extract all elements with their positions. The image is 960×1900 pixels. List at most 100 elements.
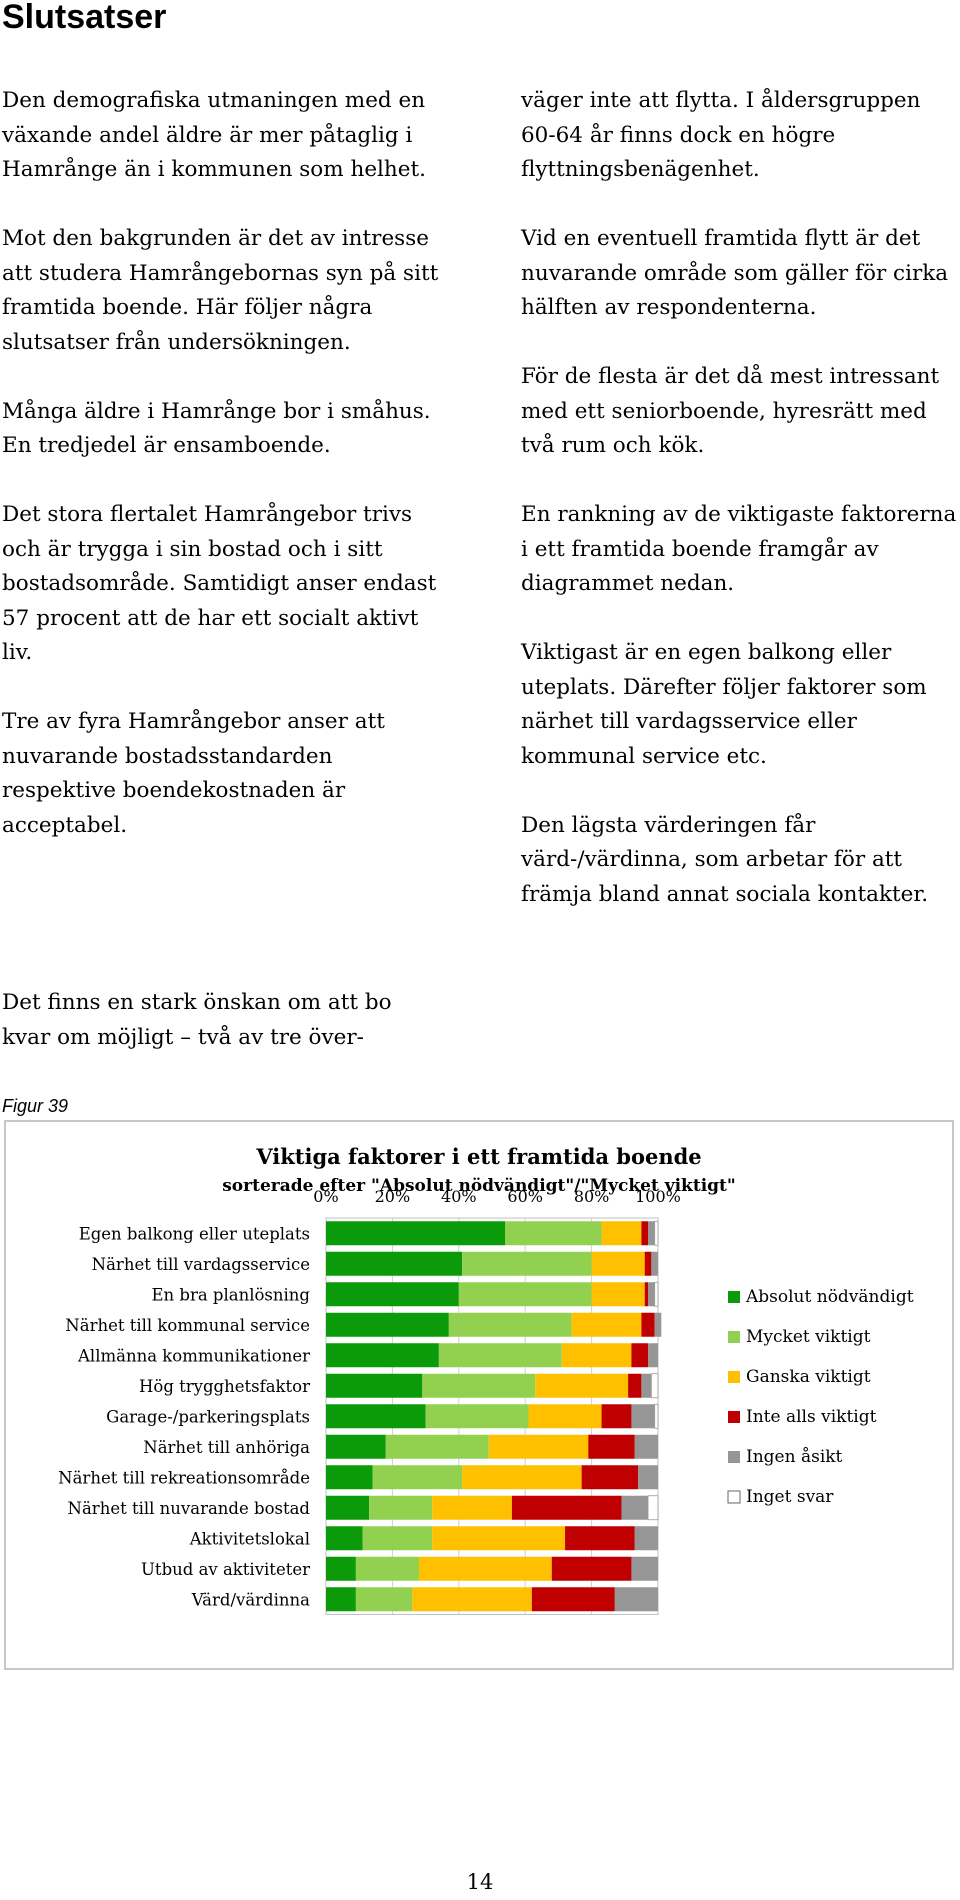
bar-segment (458, 1282, 592, 1307)
bar-segment (588, 1434, 635, 1459)
legend-swatch (728, 1291, 740, 1303)
bar-segment (650, 1373, 659, 1399)
paragraph: Det stora flertalet Hamrångebor trivs oc… (2, 502, 437, 665)
legend-label: Ganska viktigt (746, 1367, 871, 1387)
bar-segment (425, 1404, 529, 1429)
legend-swatch (727, 1490, 741, 1504)
bar-segment (634, 1434, 658, 1459)
bar-segment (438, 1343, 562, 1368)
chart-frame: Viktiga faktorer i ett framtida boende s… (4, 1120, 954, 1670)
bar-segment (326, 1526, 363, 1551)
bars (326, 1220, 662, 1612)
x-axis-ticks: 0% 20% 40% 60% 80% 100% (313, 1187, 681, 1206)
category-label: Värd/värdinna (191, 1590, 310, 1609)
bar-segment (326, 1465, 373, 1490)
paragraph: Den lägsta värderingen får värd-/värdinn… (521, 812, 929, 907)
category-label: Närhet till anhöriga (143, 1438, 310, 1457)
x-tick-label: 40% (441, 1187, 477, 1206)
bar-segment (326, 1282, 459, 1307)
bar-segment (326, 1343, 439, 1368)
bar-segment (641, 1221, 649, 1246)
bar-segment (631, 1343, 649, 1368)
right-column: väger inte att flytta. I åldersgruppen 6… (521, 84, 960, 947)
bar-segment (631, 1404, 655, 1429)
bar-segment (355, 1587, 413, 1612)
bar-segment (565, 1526, 635, 1551)
bar-segment (355, 1556, 419, 1581)
bar-segment (634, 1526, 658, 1551)
bar-segment (651, 1251, 658, 1276)
bar-segment (432, 1495, 512, 1520)
bar-segment (326, 1587, 356, 1612)
bar-segment (462, 1465, 582, 1490)
bar-segment (448, 1312, 572, 1337)
bar-segment (385, 1434, 489, 1459)
bar-segment (432, 1526, 566, 1551)
page-title: Slutsatser (2, 0, 167, 36)
x-tick-label: 80% (574, 1187, 610, 1206)
category-label: Närhet till vardagsservice (92, 1255, 310, 1274)
bar-segment (638, 1465, 658, 1490)
bar-segment (528, 1404, 602, 1429)
bar-segment (654, 1281, 659, 1307)
bar-segment (628, 1373, 642, 1398)
bar-segment (326, 1404, 426, 1429)
category-label: Egen balkong eller uteplats (79, 1224, 310, 1243)
bar-segment (644, 1251, 652, 1276)
legend-label: Inget svar (746, 1487, 834, 1507)
category-label: Närhet till nuvarande bostad (68, 1499, 311, 1518)
x-tick-label: 60% (507, 1187, 543, 1206)
category-label: Hög trygghetsfaktor (139, 1377, 310, 1396)
chart-title: Viktiga faktorer i ett framtida boende (255, 1144, 701, 1169)
bar-segment (648, 1221, 655, 1246)
bar-segment (644, 1282, 649, 1307)
bar-segment (601, 1404, 632, 1429)
bar-segment (326, 1221, 506, 1246)
bar-segment (641, 1312, 655, 1337)
bar-segment (412, 1587, 532, 1612)
bar-segment (422, 1373, 536, 1398)
x-tick-label: 0% (313, 1187, 338, 1206)
bar-segment (488, 1434, 589, 1459)
bar-segment (591, 1251, 645, 1276)
bar-segment (326, 1556, 356, 1581)
paragraph-bottom: Det finns en stark önskan om att bo kvar… (2, 990, 392, 1050)
bar-segment (531, 1587, 615, 1612)
bar-segment (326, 1251, 463, 1276)
bar-segment (654, 1312, 662, 1337)
legend-label: Mycket viktigt (746, 1327, 871, 1347)
paragraph: Vid en eventuell framtida flytt är det n… (521, 226, 949, 320)
legend-swatch (728, 1371, 740, 1383)
bar-segment (326, 1312, 449, 1337)
bar-segment (505, 1221, 602, 1246)
bar-segment (561, 1343, 632, 1368)
stacked-bar-chart: Viktiga faktorer i ett framtida boende s… (58, 1144, 914, 1615)
bar-segment (641, 1373, 652, 1398)
category-label: Närhet till kommunal service (65, 1316, 310, 1335)
x-tick-label: 100% (635, 1187, 681, 1206)
bar-segment (614, 1587, 658, 1612)
paragraph: För de flesta är det då mest intressant … (521, 364, 940, 458)
bar-segment (462, 1251, 592, 1276)
legend-swatch (728, 1331, 740, 1343)
paragraph: Många äldre i Hamrånge bor i småhus. En … (2, 398, 431, 459)
category-label: Allmänna kommunikationer (77, 1346, 310, 1365)
page-number: 14 (466, 1870, 494, 1894)
bar-segment (511, 1495, 622, 1520)
bar-segment (601, 1221, 642, 1246)
category-labels: Egen balkong eller uteplats Närhet till v… (58, 1224, 310, 1609)
paragraph: Tre av fyra Hamrångebor anser att nuvara… (2, 709, 385, 838)
bar-segment (581, 1465, 639, 1490)
legend-swatch (728, 1451, 740, 1463)
bar-segment (654, 1220, 659, 1246)
paragraph: väger inte att flytta. I åldersgruppen 6… (521, 88, 921, 182)
chart-subtitle: sorterade efter "Absolut nödvändigt"/"My… (222, 1176, 736, 1196)
paragraph: En rankning av de viktigaste faktorerna … (521, 502, 957, 596)
figure-label: Figur 39 (2, 1096, 69, 1116)
bar-segment (369, 1495, 433, 1520)
bar-segment (418, 1556, 552, 1581)
category-label: Utbud av aktiviteter (141, 1560, 310, 1579)
bar-segment (648, 1343, 658, 1368)
bar-segment (362, 1526, 433, 1551)
bar-segment (571, 1312, 642, 1337)
